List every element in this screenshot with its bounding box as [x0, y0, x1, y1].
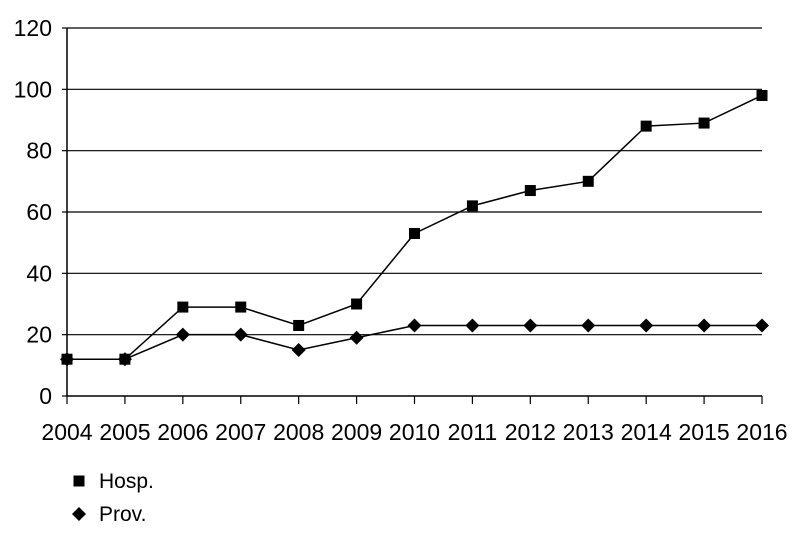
- x-tick-label: 2015: [678, 419, 729, 445]
- data-point-square: [351, 298, 363, 310]
- x-tick-label: 2005: [99, 419, 150, 445]
- data-point-square: [524, 185, 536, 197]
- y-tick-label: 80: [26, 138, 52, 164]
- x-tick-label: 2010: [389, 419, 440, 445]
- x-tick-label: 2013: [563, 419, 614, 445]
- data-point-square: [582, 175, 594, 187]
- data-point-square: [409, 227, 420, 239]
- data-point-diamond: [233, 327, 248, 342]
- data-point-diamond: [60, 352, 74, 367]
- x-tick-label: 2014: [621, 419, 672, 445]
- x-tick-label: 2006: [157, 419, 208, 445]
- data-point-square: [235, 301, 247, 313]
- data-point-diamond: [349, 330, 364, 345]
- data-point-diamond: [465, 318, 480, 333]
- data-point-square: [466, 200, 478, 212]
- data-point-diamond: [581, 318, 596, 333]
- legend-label: Hosp.: [99, 470, 154, 493]
- y-tick-label: 0: [39, 383, 52, 409]
- data-point-diamond: [407, 318, 422, 333]
- grid-lines: [67, 27, 762, 336]
- x-tick-label: 2007: [215, 419, 266, 445]
- axes: [62, 27, 763, 404]
- y-tick-labels: 0 20 40 60 80 100 120: [14, 15, 52, 409]
- legend-marker-square: [73, 475, 85, 487]
- data-point-square: [177, 301, 189, 313]
- series-group: [60, 89, 769, 367]
- legend: Hosp. Prov.: [72, 470, 154, 526]
- data-point-square: [293, 319, 305, 331]
- y-tick-label: 20: [26, 322, 52, 348]
- x-tick-label: 2009: [331, 419, 382, 445]
- y-tick-label: 60: [26, 199, 52, 225]
- series-2: [60, 318, 769, 367]
- data-point-diamond: [523, 318, 538, 333]
- data-point-diamond: [117, 352, 132, 367]
- data-point-square: [640, 120, 652, 132]
- x-tick-label: 2004: [41, 419, 92, 445]
- y-tick-label: 100: [14, 76, 52, 102]
- data-point-diamond: [639, 318, 654, 333]
- data-point-diamond: [291, 343, 306, 357]
- data-point-diamond: [697, 318, 712, 333]
- legend-label: Prov.: [99, 503, 146, 526]
- data-point-square: [756, 89, 768, 101]
- legend-marker-diamond: [72, 507, 86, 521]
- x-tick-label: 2008: [273, 419, 324, 445]
- data-point-diamond: [175, 327, 190, 342]
- y-tick-label: 40: [26, 260, 52, 286]
- x-tick-label: 2011: [448, 419, 497, 445]
- x-tick-labels: 2004 2005 2006 2007 2008 2009 2010 2011 2012 2013…: [41, 419, 787, 445]
- x-tick-label: 2016: [736, 419, 787, 445]
- x-tick-label: 2012: [505, 419, 556, 445]
- y-tick-label: 120: [14, 15, 52, 41]
- data-point-square: [698, 117, 710, 129]
- data-point-diamond: [755, 318, 769, 333]
